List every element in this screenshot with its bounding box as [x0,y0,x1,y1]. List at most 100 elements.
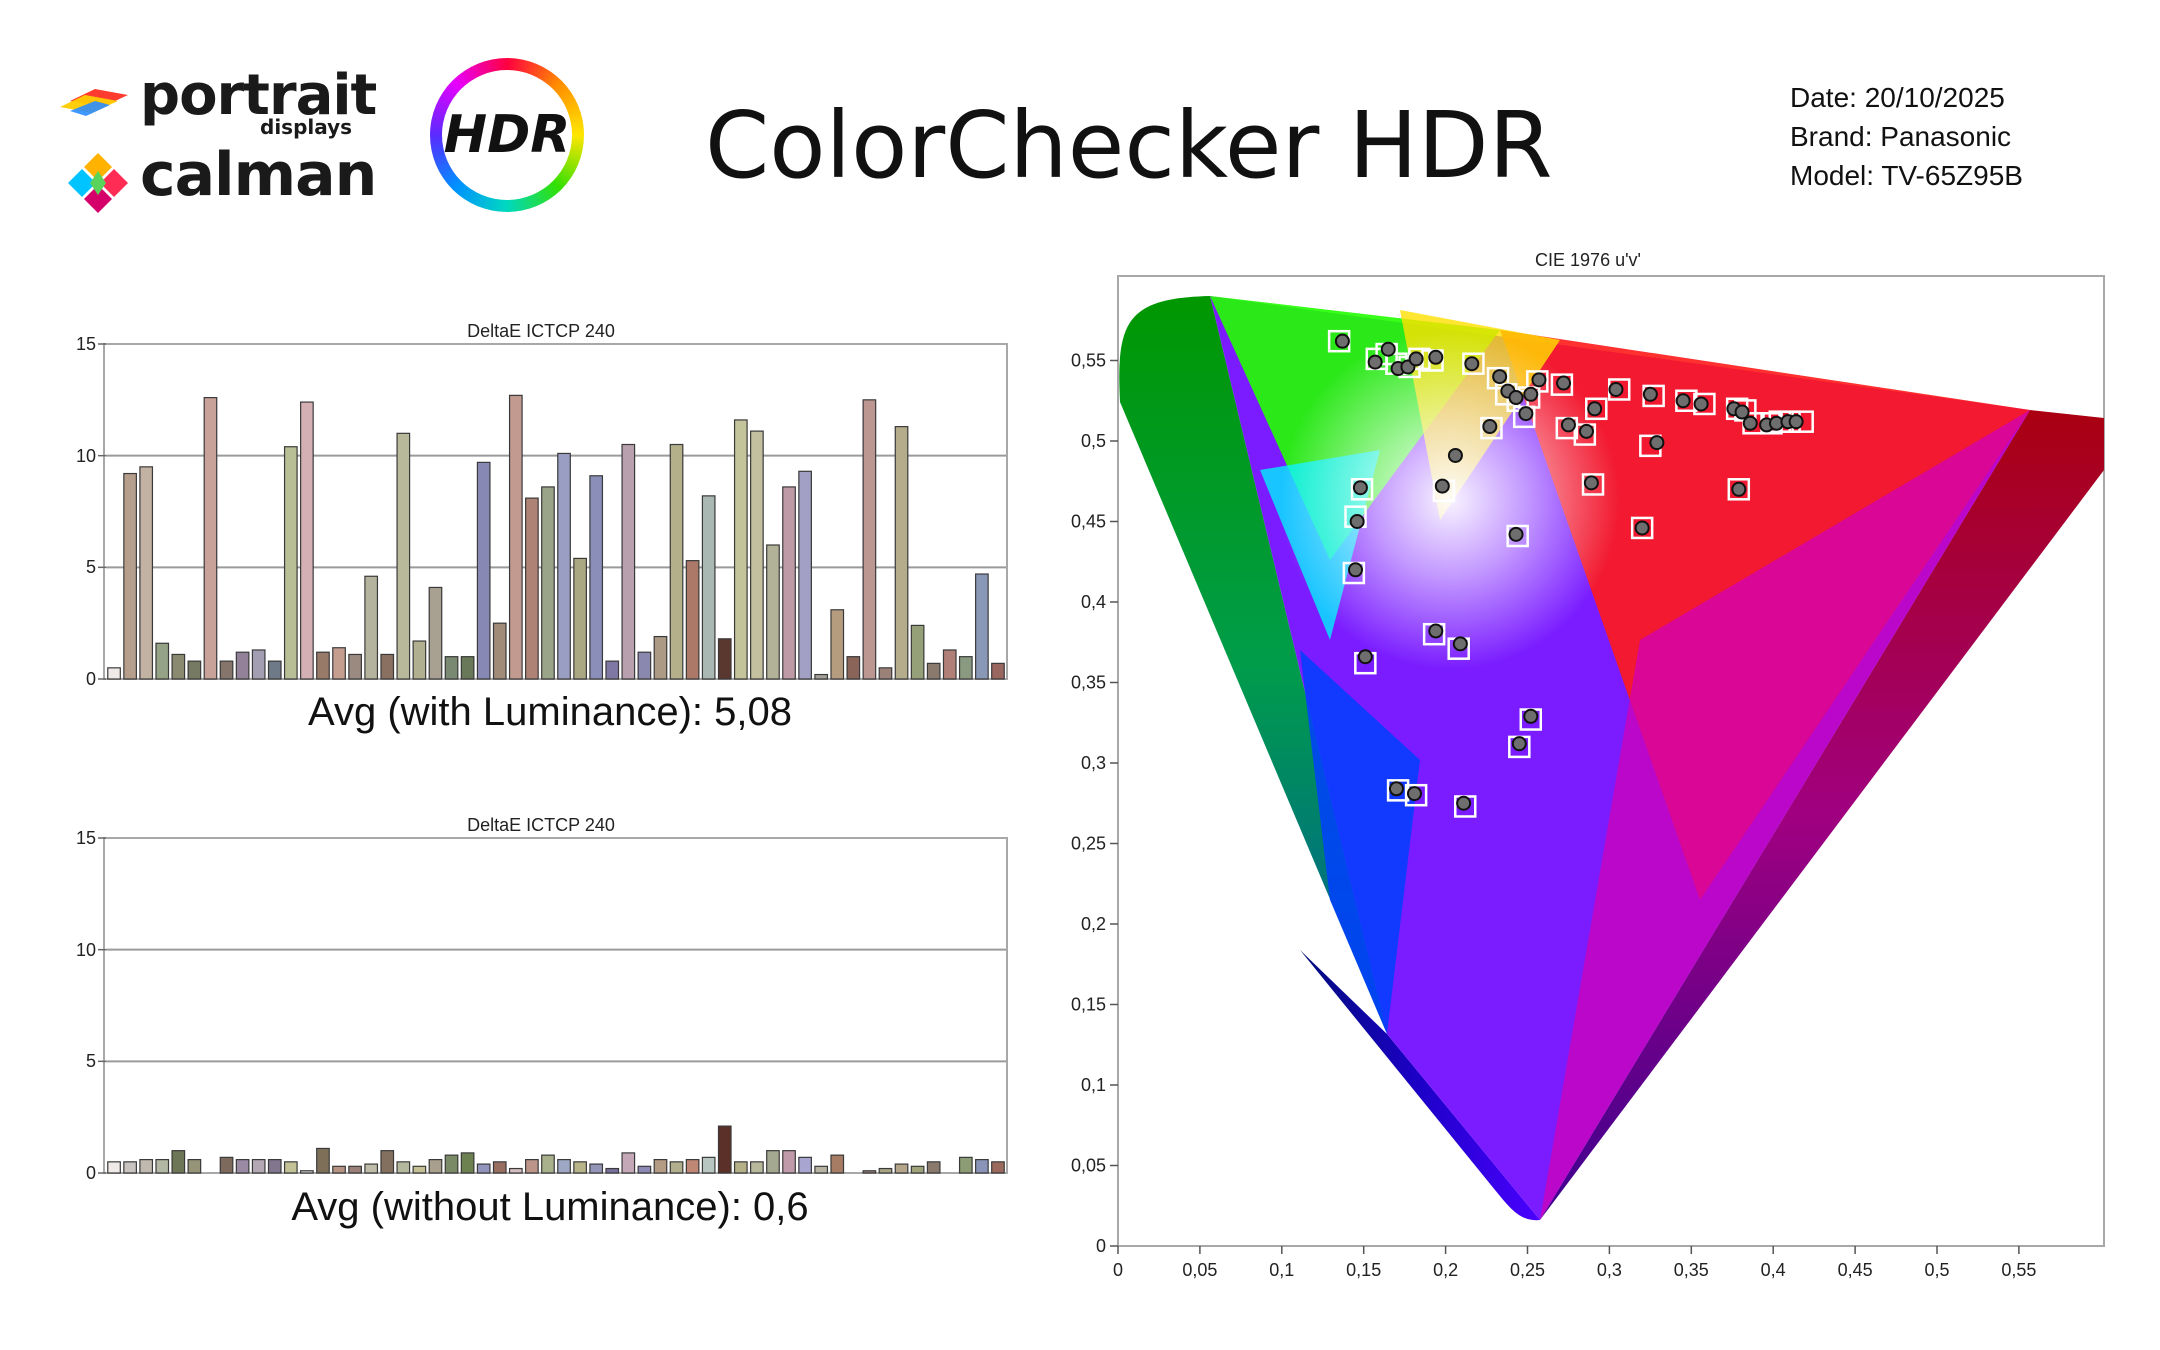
measured-point [1731,481,1747,497]
deltae-chart-2-gridlines [98,837,1006,1174]
measured-point [1693,396,1709,412]
measured-point [1380,341,1396,357]
bar [428,586,443,680]
report-brand: Brand: Panasonic [1790,121,2012,152]
bar [107,667,121,680]
y-tick-label: 0,1 [1081,1075,1106,1095]
y-tick-label: 0,5 [1081,431,1106,451]
bar [926,662,941,680]
bar [958,656,973,680]
deltae-chart-2: DeltaE ICTCP 240 0 5 10 15 [76,815,1008,1183]
y-tick-label: 0,05 [1071,1156,1106,1176]
bar [171,1150,186,1174]
bar [508,394,523,680]
bar [846,656,861,680]
bar [733,419,748,680]
measured-point [1508,390,1524,406]
target-square [1350,478,1374,501]
bar [750,430,764,680]
measured-point [1482,419,1498,435]
x-tick-label: 0,25 [1510,1260,1545,1280]
x-tick-label: 0,35 [1674,1260,1709,1280]
measured-point [1788,414,1804,430]
bar [942,649,957,680]
bar [123,472,137,680]
bar [894,1163,909,1174]
bar [444,1154,459,1174]
bar [573,1161,587,1174]
bar [348,653,362,680]
x-tick-label: 0 [1113,1260,1123,1280]
bar [557,1158,571,1174]
measured-point [1742,415,1758,431]
bar [975,573,989,680]
target-square [1404,783,1428,807]
measured-point [1334,333,1350,349]
target-square [1506,524,1529,548]
bar [782,1150,796,1174]
bar [283,1161,298,1174]
locus-green-band [1119,296,1387,1034]
locus-blue-band [1300,950,1540,1221]
bar [669,443,684,680]
target-square [1585,397,1608,421]
x-tick-label: 0,3 [1597,1260,1622,1280]
calman-logo-icon [68,153,128,213]
measured-point [1349,514,1365,529]
bar [814,673,829,680]
logo-area: portrait displays calman HDR [60,55,584,245]
bar [926,1161,941,1174]
target-square [1480,416,1503,440]
gamut-fill-magenta [1540,410,2030,1220]
measured-point [1464,356,1480,372]
bar [573,557,587,680]
bar [975,1158,989,1174]
measured-point [1518,406,1534,422]
deltae-chart-2-plot-frame [103,837,1008,1174]
cie-measured-points [1334,333,1804,811]
bar [219,1156,234,1174]
bar [155,642,170,680]
bar [878,1167,893,1174]
bar [364,1163,379,1174]
bar [235,1158,250,1174]
bar [107,1161,121,1174]
deltae-chart-1-gridlines [98,343,1006,680]
x-tick-label: 0,2 [1433,1260,1458,1280]
measured-point [1608,381,1624,397]
bar [910,1165,925,1174]
measured-point [1434,478,1450,494]
bar [364,575,379,680]
y-tick-label: 0,55 [1071,351,1106,371]
bar [637,1165,652,1174]
x-tick-label: 0,55 [2001,1260,2036,1280]
bar [525,497,539,680]
measured-point [1523,708,1539,724]
x-tick-label: 0,05 [1182,1260,1217,1280]
measured-point [1492,369,1508,385]
bar [396,432,411,680]
bar [219,660,234,680]
bar [316,651,330,680]
bar [283,446,298,680]
y-tick-label: 10 [76,446,96,466]
measured-point [1649,435,1665,451]
measured-point [1560,417,1576,433]
measured-point [1511,736,1527,752]
bar [525,1158,539,1174]
bar [958,1156,973,1174]
bar [251,1158,266,1174]
bar [589,475,604,680]
bar [621,1152,636,1174]
bar [332,1165,346,1174]
bar [701,1156,716,1174]
y-tick-label: 0 [1096,1236,1106,1256]
bar [653,635,668,680]
bar [332,647,346,680]
bar [605,660,620,680]
target-square [1630,516,1654,540]
measured-point [1428,623,1444,639]
bar [669,1161,684,1174]
hdr-badge: HDR [430,58,584,212]
bar [830,609,845,680]
